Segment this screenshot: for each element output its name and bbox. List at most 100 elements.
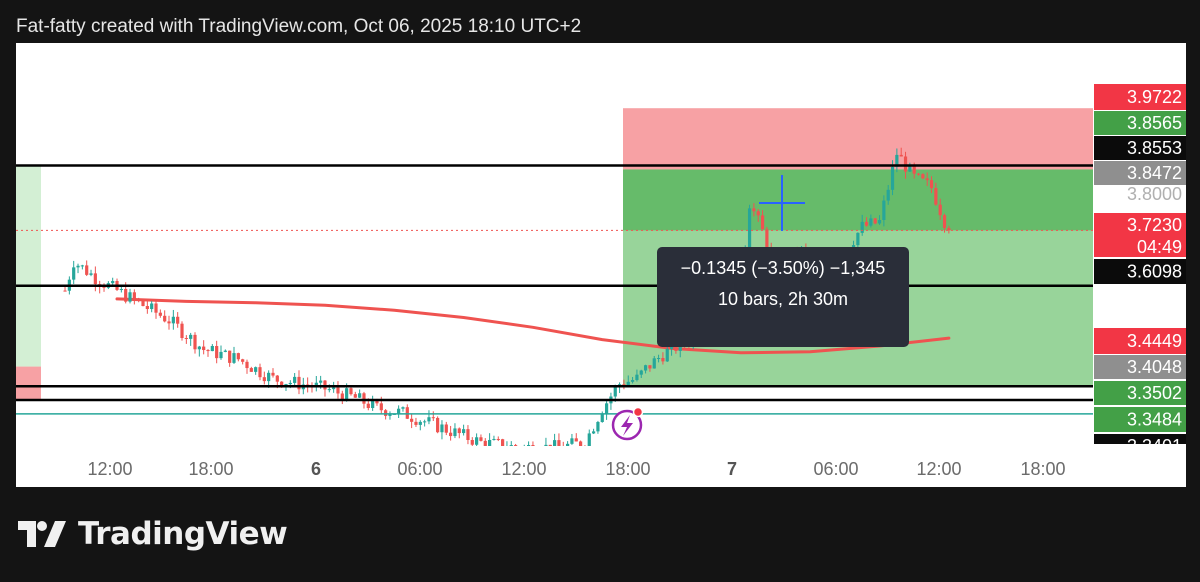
- candle-down: [141, 300, 145, 307]
- candle-up: [596, 421, 600, 432]
- candle-up: [319, 380, 323, 383]
- candle-down: [163, 315, 167, 322]
- candle-down: [903, 156, 908, 172]
- candle-up: [544, 444, 548, 446]
- candle-up: [566, 443, 570, 446]
- candle-up: [635, 374, 639, 381]
- lightning-event-icon: [611, 406, 644, 441]
- candle-up: [397, 408, 401, 414]
- candle-up: [665, 348, 669, 362]
- candle-up: [388, 414, 392, 416]
- candle-down: [578, 441, 583, 446]
- candle-up: [553, 440, 557, 446]
- price-label-bg: [1094, 434, 1186, 444]
- candle-up: [418, 421, 422, 425]
- watermark-header: Fat-fatty created with TradingView.com, …: [16, 16, 582, 37]
- price-label-bg: [1094, 136, 1186, 160]
- lightning-bolt: [621, 415, 633, 436]
- candle-up: [509, 445, 513, 446]
- candle-up: [267, 372, 271, 382]
- candle-down: [410, 418, 414, 422]
- candle-up: [197, 346, 201, 350]
- event-dot: [632, 406, 644, 418]
- price-label: 3.4449: [1127, 331, 1182, 351]
- measure-change-text: −0.1345 (−3.50%) −1,345: [681, 258, 886, 278]
- price-chart[interactable]: −0.1345 (−3.50%) −1,345 10 bars, 2h 30m 12…: [16, 43, 1186, 487]
- candle-up: [643, 365, 648, 371]
- candle-up: [882, 200, 886, 220]
- candle-up: [505, 448, 508, 449]
- chart-panel[interactable]: −0.1345 (−3.50%) −1,345 10 bars, 2h 30m 12…: [16, 43, 1186, 487]
- candle-down: [752, 208, 756, 212]
- price-label-bg: [1094, 213, 1186, 237]
- candle-down: [132, 292, 136, 299]
- candle-down: [262, 377, 266, 382]
- candle-up: [591, 431, 596, 434]
- candle-down: [280, 381, 284, 387]
- candle-up: [232, 353, 236, 363]
- price-label-bg: [1094, 161, 1186, 185]
- candle-down: [431, 417, 435, 419]
- candle-down: [514, 445, 518, 446]
- stop-loss-zone: [623, 108, 1093, 170]
- price-label-bg: [1094, 407, 1186, 432]
- candle-up: [219, 351, 223, 359]
- candle-down: [215, 346, 219, 359]
- candle-down: [85, 265, 89, 275]
- measure-tooltip-box: [657, 247, 909, 347]
- candle-up: [652, 358, 656, 369]
- price-label: 3.3502: [1127, 383, 1182, 403]
- price-label-bg: [1094, 355, 1186, 379]
- price-label: 3.3484: [1127, 410, 1182, 430]
- candle-up: [747, 208, 752, 248]
- candle-down: [154, 303, 158, 313]
- candle-up: [119, 289, 123, 291]
- price-label: 3.3401: [1127, 436, 1182, 456]
- candle-down: [925, 178, 929, 181]
- measure-tooltip: −0.1345 (−3.50%) −1,345 10 bars, 2h 30m: [657, 247, 909, 347]
- candle-up: [150, 303, 154, 310]
- candle-down: [756, 211, 760, 216]
- candle-up: [401, 407, 405, 409]
- x-tick-label: 18:00: [188, 459, 233, 479]
- earlier-stop-zone: [16, 366, 41, 400]
- candle-down: [379, 403, 383, 411]
- candle-up: [492, 438, 496, 440]
- candle-down: [501, 439, 505, 446]
- candle-up: [358, 393, 362, 398]
- candle-down: [384, 410, 388, 416]
- candle-down: [158, 312, 162, 316]
- candle-down: [921, 174, 925, 179]
- candle-down: [258, 367, 262, 378]
- candle-up: [488, 439, 492, 446]
- x-tick-label: 6: [311, 459, 321, 479]
- candle-up: [111, 280, 115, 284]
- price-label: 3.8000: [1127, 184, 1182, 204]
- tradingview-logo-icon: [18, 521, 66, 547]
- candle-up: [254, 367, 258, 372]
- price-label-bg: [1094, 259, 1186, 284]
- candle-down: [942, 215, 947, 229]
- candle-down: [548, 444, 552, 446]
- candle-down: [864, 221, 869, 226]
- candle-down: [470, 439, 474, 445]
- candle-down: [297, 376, 301, 390]
- candle-down: [518, 448, 521, 450]
- candle-down: [457, 428, 461, 434]
- candle-down: [444, 424, 448, 433]
- candle-up: [890, 166, 895, 190]
- tradingview-brand: TradingView: [18, 516, 288, 552]
- open-profit-zone: [623, 169, 1093, 231]
- candle-down: [496, 438, 500, 440]
- candle-down: [137, 298, 141, 301]
- price-label-bg: [1094, 84, 1186, 110]
- price-label-bg: [1094, 381, 1186, 405]
- candle-down: [449, 432, 453, 437]
- candle-up: [869, 218, 873, 226]
- price-label: 3.9722: [1127, 87, 1182, 107]
- candle-up: [908, 164, 912, 172]
- candle-down: [362, 393, 366, 404]
- candle-down: [436, 417, 440, 433]
- price-label: 04:49: [1137, 237, 1182, 257]
